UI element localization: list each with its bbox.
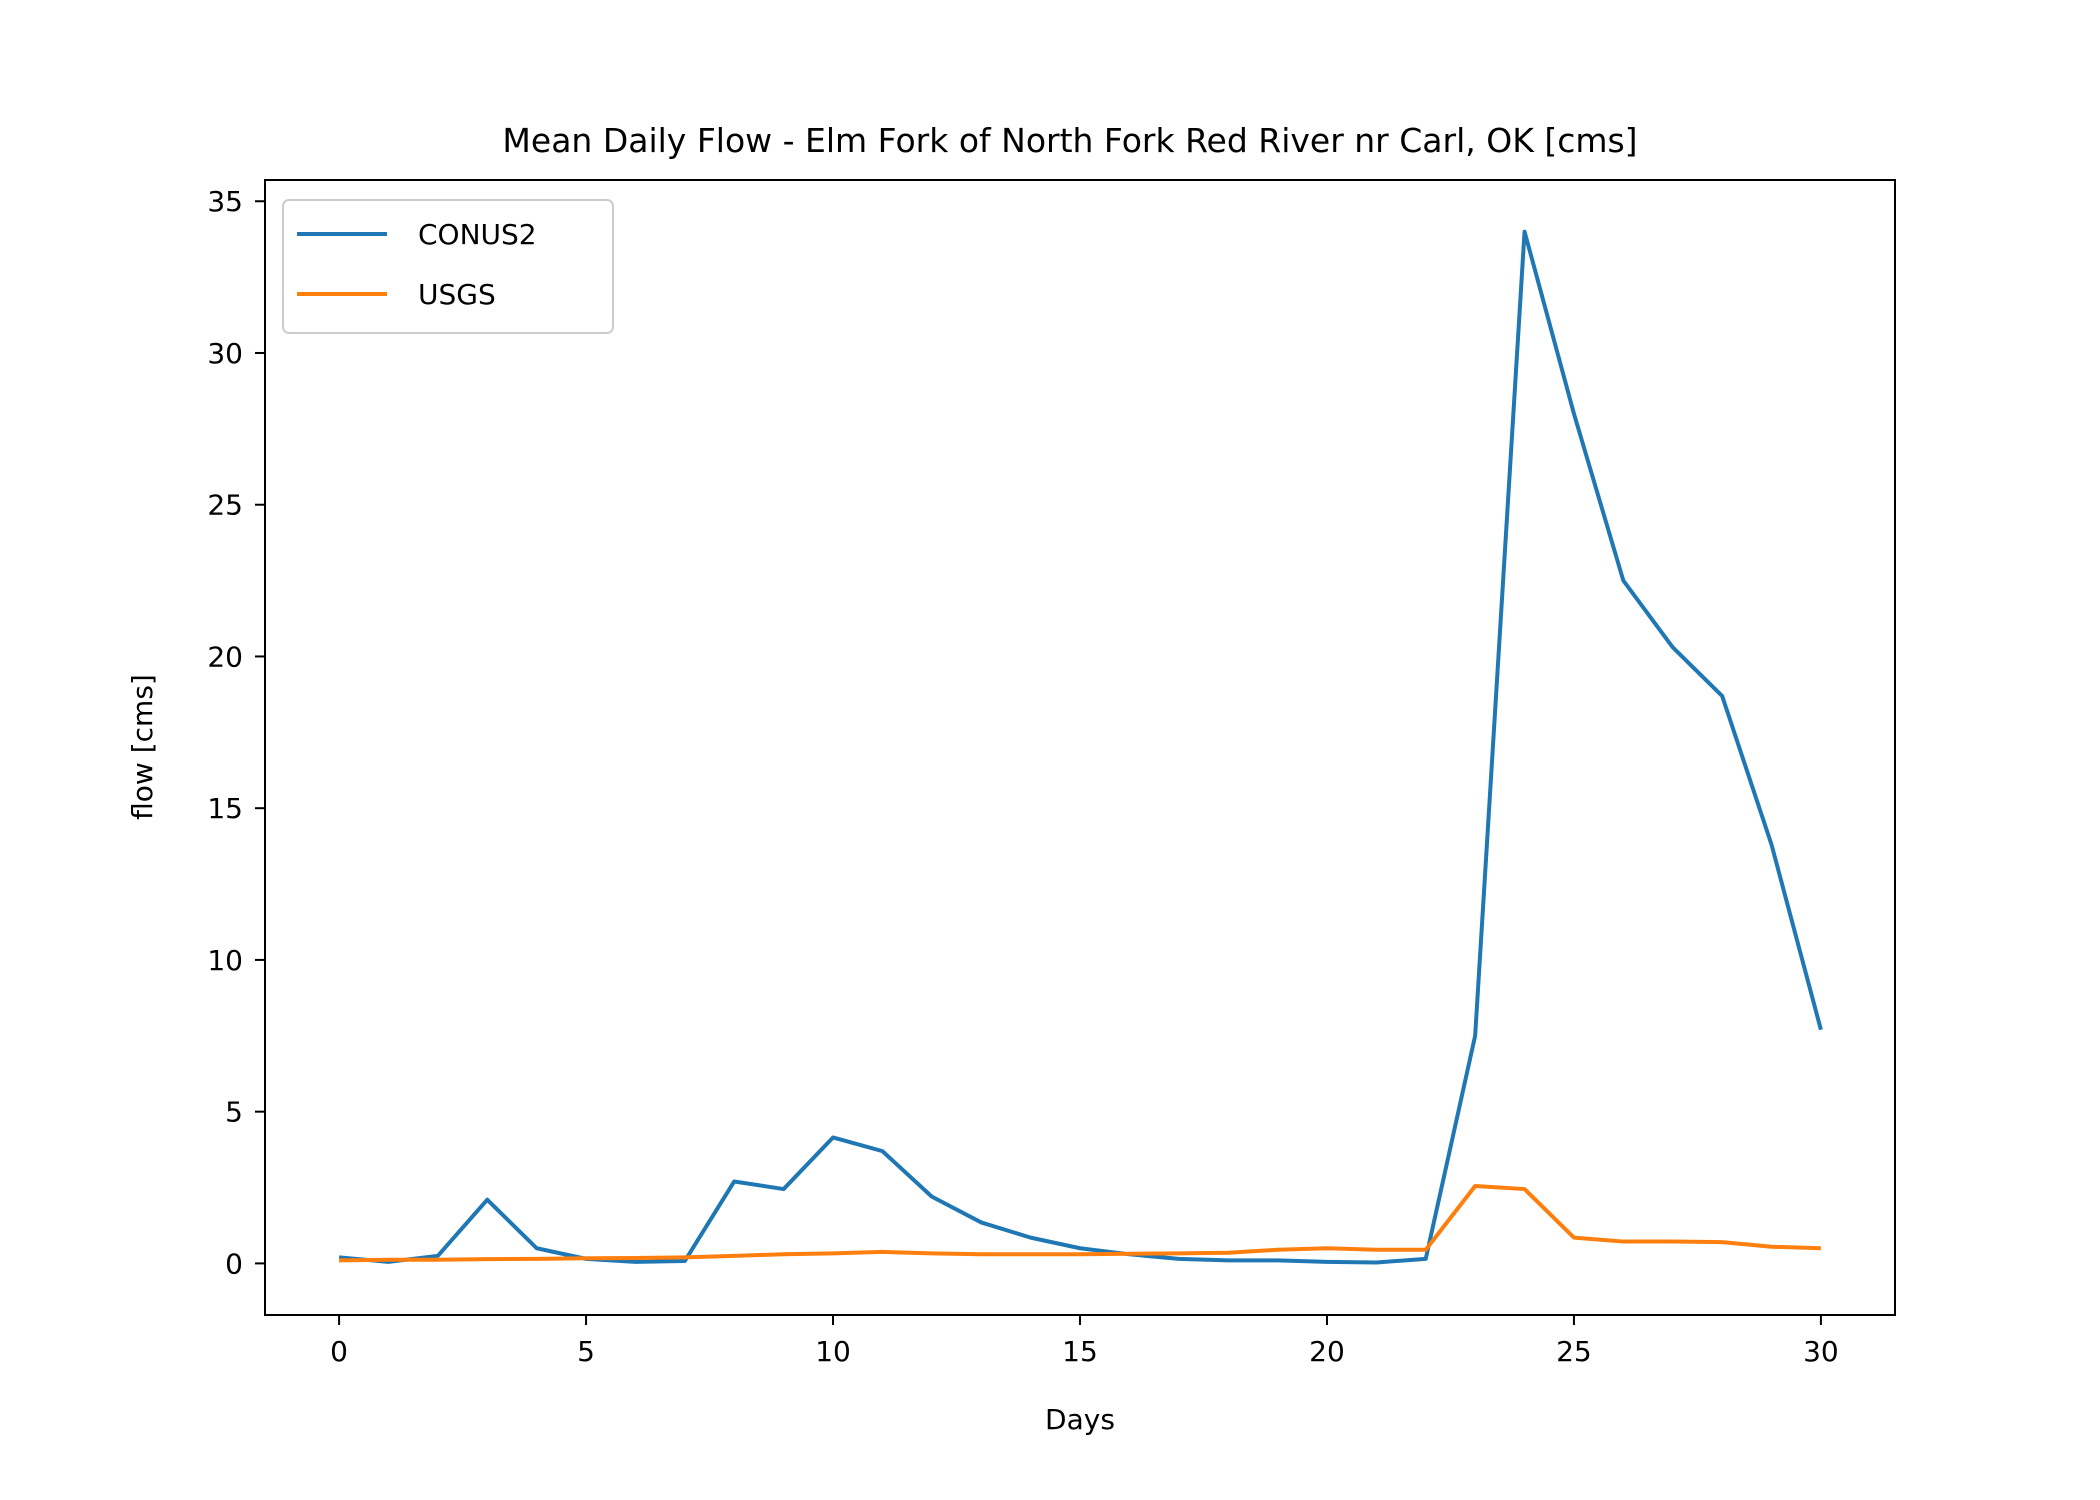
x-tick-label: 5 — [577, 1335, 595, 1368]
y-tick-label: 5 — [225, 1096, 243, 1129]
x-tick-label: 15 — [1062, 1335, 1098, 1368]
y-axis-ticks: 0 5 10 15 20 25 30 35 — [207, 185, 265, 1280]
y-tick-label: 20 — [207, 640, 243, 673]
x-tick-label: 30 — [1803, 1335, 1839, 1368]
x-axis-label: Days — [1045, 1403, 1115, 1436]
x-tick-label: 10 — [815, 1335, 851, 1368]
x-tick-label: 0 — [330, 1335, 348, 1368]
y-tick-label: 25 — [207, 489, 243, 522]
legend-label-conus2: CONUS2 — [418, 218, 537, 251]
series-layer — [338, 229, 1823, 1265]
y-tick-label: 0 — [225, 1247, 243, 1280]
y-tick-label: 30 — [207, 337, 243, 370]
x-tick-label: 20 — [1309, 1335, 1345, 1368]
legend: CONUS2 USGS — [282, 199, 614, 334]
y-axis-label: flow [cms] — [126, 674, 159, 820]
series-line-usgs — [339, 1184, 1821, 1263]
plot-area — [265, 180, 1895, 1315]
y-tick-label: 15 — [207, 792, 243, 825]
x-axis-ticks: 0 5 10 15 20 25 30 — [330, 1315, 1839, 1368]
legend-label-usgs: USGS — [418, 278, 496, 311]
chart-title: Mean Daily Flow - Elm Fork of North Fork… — [502, 121, 1637, 160]
plot-frame — [264, 179, 1896, 1316]
x-tick-label: 25 — [1556, 1335, 1592, 1368]
y-tick-label: 35 — [207, 185, 243, 218]
y-tick-label: 10 — [207, 944, 243, 977]
